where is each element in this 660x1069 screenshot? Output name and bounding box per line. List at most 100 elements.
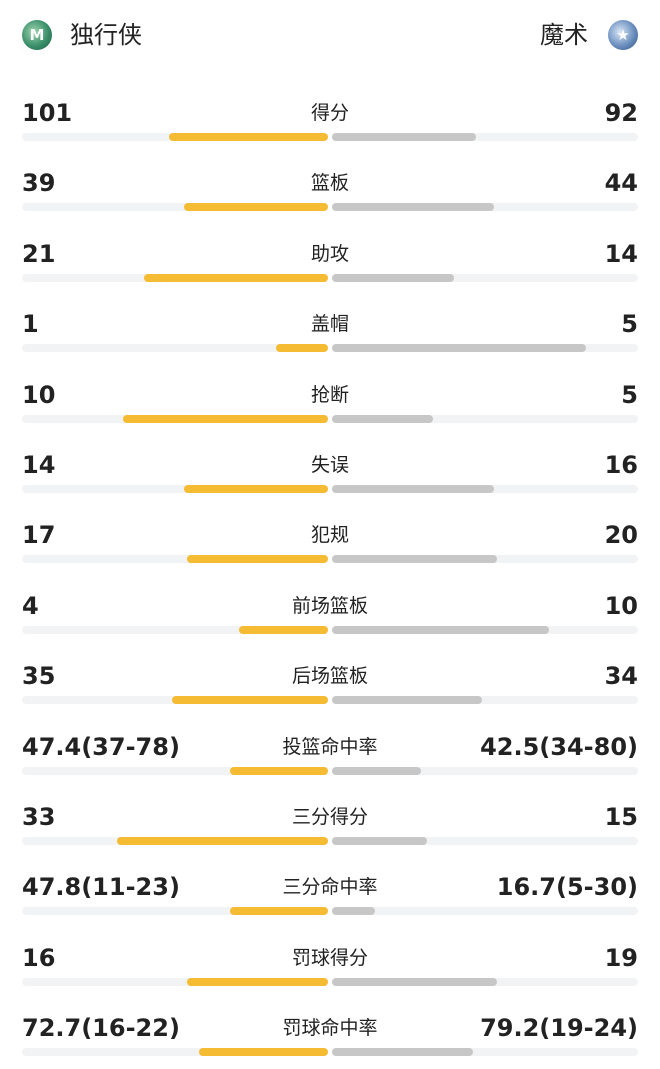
stat-label: 助攻 [310, 242, 349, 265]
away-stat-value: 5 [621, 380, 638, 409]
home-stat-value: 14 [22, 451, 56, 479]
away-stat-track [332, 555, 638, 564]
stat-label: 前场篮板 [291, 594, 368, 617]
away-stat-track [332, 696, 638, 705]
home-stat-value: 39 [22, 169, 56, 198]
away-stat-track [332, 273, 638, 282]
home-stat-track [22, 273, 328, 282]
away-stat-bar [332, 133, 476, 141]
away-stat-track [332, 344, 638, 353]
away-stat-track [332, 907, 638, 916]
stat-label: 三分命中率 [282, 876, 378, 899]
away-stat-bar [332, 485, 494, 493]
stat-row: 39 篮板 44 [0, 154, 660, 224]
away-stat-value: 19 [604, 943, 638, 972]
stat-row: 4 前场篮板 10 [0, 577, 660, 647]
away-stat-bar [332, 625, 549, 634]
stat-row: 33 三分得分 15 [0, 788, 660, 858]
home-stat-track [22, 696, 328, 705]
away-stat-bar [332, 555, 497, 564]
home-stat-bar [230, 766, 328, 775]
away-stat-value: 14 [604, 239, 638, 268]
away-stat-bar [332, 1048, 473, 1057]
stat-label: 抢断 [310, 383, 349, 406]
home-stat-track [22, 555, 328, 564]
home-stat-track [22, 344, 328, 353]
away-stat-value: 15 [604, 803, 638, 831]
home-stat-bar [187, 977, 328, 986]
home-stat-value: 17 [22, 521, 56, 550]
stat-row: 10 抢断 5 [0, 366, 660, 436]
home-team-name: 独行侠 [70, 21, 142, 49]
away-stat-track [332, 1048, 638, 1057]
away-stat-bar [332, 696, 482, 705]
home-stat-value: 16 [22, 943, 56, 972]
stat-row: 14 失误 16 [0, 436, 660, 506]
home-stat-value: 21 [22, 239, 56, 268]
stat-label: 盖帽 [310, 313, 349, 336]
home-stat-track [22, 133, 328, 141]
home-stat-bar [169, 133, 328, 141]
magic-logo-icon: ★ [608, 20, 638, 50]
home-stat-track [22, 414, 328, 423]
stat-label: 失误 [310, 454, 349, 476]
home-stat-track [22, 1048, 328, 1057]
away-stat-value: 20 [604, 521, 638, 550]
away-stat-track [332, 977, 638, 986]
home-stat-bar [117, 837, 328, 845]
away-stat-track [332, 766, 638, 775]
away-stat-bar [332, 837, 427, 845]
home-stat-value: 47.8(11-23) [22, 873, 180, 902]
home-stat-bar [230, 907, 328, 916]
stat-label: 三分得分 [291, 806, 368, 828]
stat-label: 得分 [310, 102, 349, 124]
away-stat-track [332, 133, 638, 141]
away-team-name: 魔术 [540, 21, 588, 49]
away-stat-bar [332, 203, 494, 212]
mavericks-logo-icon: M [22, 20, 52, 50]
home-stat-value: 33 [22, 803, 56, 831]
stat-label: 罚球命中率 [282, 1017, 378, 1040]
home-stat-value: 35 [22, 662, 56, 691]
home-stat-bar [199, 1048, 328, 1057]
stat-row: 72.7(16-22) 罚球命中率 79.2(19-24) [0, 999, 660, 1069]
stat-label: 犯规 [310, 524, 349, 547]
home-stat-track [22, 766, 328, 775]
away-stat-track [332, 625, 638, 634]
away-stat-bar [332, 907, 375, 916]
away-stat-value: 10 [604, 591, 638, 620]
stat-row: 1 盖帽 5 [0, 295, 660, 365]
home-stat-bar [276, 344, 328, 353]
home-stat-track [22, 485, 328, 493]
away-stat-track [332, 485, 638, 493]
stat-row: 21 助攻 14 [0, 225, 660, 295]
home-stat-bar [184, 485, 328, 493]
stat-row: 16 罚球得分 19 [0, 929, 660, 999]
home-stat-track [22, 907, 328, 916]
away-stat-track [332, 837, 638, 845]
home-stat-value: 47.4(37-78) [22, 732, 180, 761]
away-stat-bar [332, 344, 586, 353]
team-header: M 独行侠 魔术 ★ [0, 0, 660, 72]
stat-label: 后场篮板 [291, 665, 368, 688]
stat-label: 篮板 [310, 172, 349, 195]
home-stat-bar [239, 625, 328, 634]
home-stat-value: 101 [22, 99, 73, 127]
away-stat-value: 34 [604, 662, 638, 691]
home-stat-bar [144, 273, 328, 282]
home-stat-bar [184, 203, 328, 212]
home-stat-track [22, 625, 328, 634]
home-stat-track [22, 837, 328, 845]
home-stat-bar [187, 555, 328, 564]
stat-row: 101 得分 92 [0, 84, 660, 154]
home-stat-value: 10 [22, 380, 56, 409]
home-stat-value: 72.7(16-22) [22, 1014, 180, 1043]
stat-row: 35 后场篮板 34 [0, 647, 660, 717]
home-stat-track [22, 977, 328, 986]
away-stat-value: 16 [604, 451, 638, 479]
away-stat-value: 5 [621, 310, 638, 339]
away-stat-value: 44 [604, 169, 638, 198]
away-stat-bar [332, 766, 421, 775]
stat-row: 17 犯规 20 [0, 506, 660, 576]
stat-row: 47.4(37-78) 投篮命中率 42.5(34-80) [0, 718, 660, 788]
